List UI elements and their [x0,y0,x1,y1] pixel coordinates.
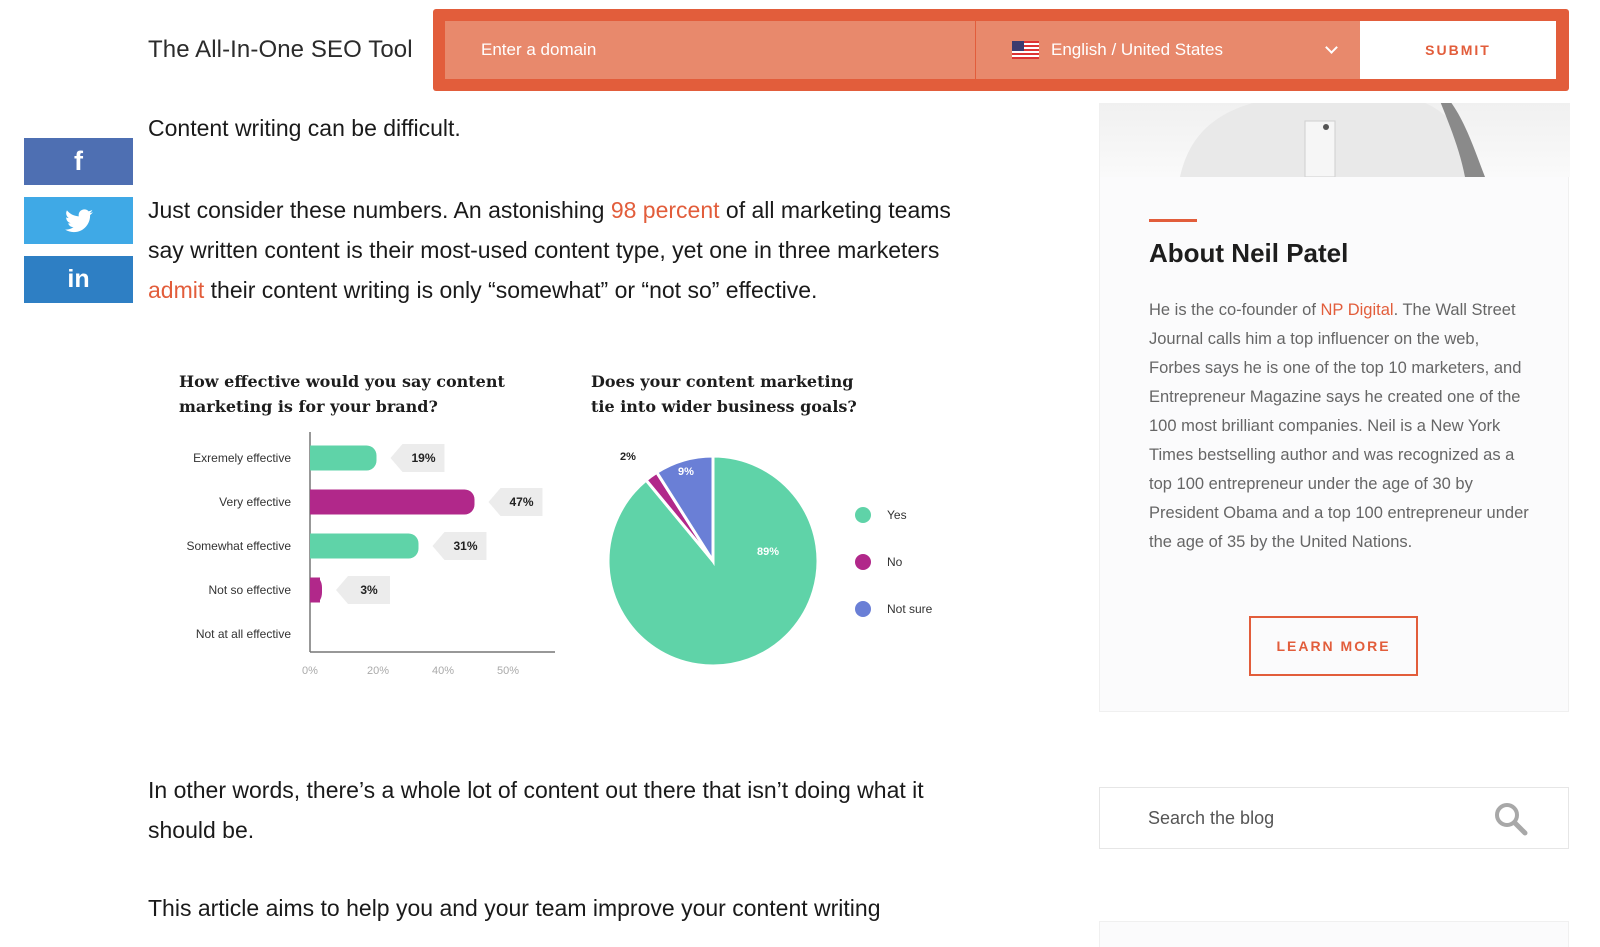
pie-value-label: 2% [620,451,636,463]
domain-search-bar: Enter a domain English / United States S… [433,9,1569,91]
language-label: English / United States [1051,40,1223,59]
bio-text: . The Wall Street Journal calls him a to… [1149,301,1529,551]
bar-value-tag [432,532,487,560]
article-paragraph-4: This article aims to help you and your t… [148,895,881,921]
us-flag-icon [1012,41,1039,59]
bar-edge [310,445,320,471]
bar-x-tick: 50% [497,665,520,677]
facebook-share-button[interactable]: f [24,138,133,185]
bar [310,445,377,471]
bar-value-label: 47% [509,495,533,509]
submit-button[interactable]: SUBMIT [1360,21,1556,79]
linkedin-share-button[interactable]: in [24,256,133,303]
search-placeholder: Search the blog [1148,807,1275,828]
admit-link[interactable]: admit [148,277,205,303]
bar-value-tag [390,444,445,472]
bar-x-tick: 20% [367,665,390,677]
bar-category-label: Exremely effective [193,451,291,465]
domain-input[interactable]: Enter a domain [445,21,975,79]
facebook-icon: f [74,146,83,176]
pie-value-label: 89% [757,546,779,558]
chevron-down-icon [1325,41,1338,54]
legend-swatch [855,554,871,570]
about-author-card: About Neil Patel He is the co-founder of… [1099,100,1570,712]
bar-edge [310,577,320,603]
sidebar-card [1099,921,1569,947]
pie-value-label: 9% [678,466,694,478]
legend-swatch [855,601,871,617]
bar-category-label: Very effective [219,495,291,509]
twitter-icon [64,208,93,232]
legend-swatch [855,507,871,523]
learn-more-button[interactable]: LEARN MORE [1249,616,1418,676]
bar [310,533,419,559]
paragraph-text: Just consider these numbers. An astonish… [148,197,611,223]
pie-chart: 89% 2% 9% [606,451,820,668]
bar-value-tag [488,488,543,516]
bar-chart: 19% 47% 31% 3% [309,432,555,653]
bio-text: He is the co-founder of [1149,301,1321,319]
accent-divider [1149,219,1197,222]
twitter-share-button[interactable] [24,197,133,244]
legend-label: Yes [887,508,907,522]
legend-label: Not sure [887,602,933,616]
paragraph-text: of all marketing teams say written conte… [148,197,951,263]
about-title: About Neil Patel [1149,238,1349,268]
paragraph-text: their content writing is only “somewhat”… [204,277,818,303]
legend-label: No [887,555,903,569]
bar-x-tick: 40% [432,665,455,677]
language-select[interactable]: English / United States [976,21,1362,79]
bar-value-label: 31% [453,539,477,553]
bar-edge [310,533,320,559]
bar-chart-title: How effective would you say content mark… [179,372,505,416]
survey-chart-image: How effective would you say content mark… [148,345,998,740]
about-bio: He is the co-founder of NP Digital. The … [1149,296,1529,557]
brand-tagline: The All-In-One SEO Tool [148,36,413,63]
bar [310,489,475,515]
author-photo [1100,101,1570,177]
bar-value-label: 19% [411,451,435,465]
blog-search-input[interactable]: Search the blog [1099,787,1569,849]
bar-x-tick: 0% [302,665,318,677]
article-paragraph-1: Content writing can be difficult. [148,115,461,141]
bar-category-label: Not so effective [208,583,292,597]
bar-category-label: Somewhat effective [186,539,291,553]
article-paragraph-2: Just consider these numbers. An astonish… [148,190,983,310]
np-digital-link[interactable]: NP Digital [1320,301,1394,319]
pie-chart-title: Does your content marketing tie into wid… [591,372,857,416]
linkedin-icon: in [67,265,90,293]
search-icon[interactable] [1494,802,1528,836]
pie-slice [654,454,715,567]
bar-edge [310,489,320,515]
site-header: The All-In-One SEO Tool Enter a domain E… [0,0,1600,103]
bar-value-label: 3% [360,583,378,597]
98-percent-link[interactable]: 98 percent [610,197,720,223]
bar-value-tag [336,576,390,604]
article-paragraph-3: In other words, there’s a whole lot of c… [148,777,924,843]
bar-category-label: Not at all effective [195,627,291,641]
